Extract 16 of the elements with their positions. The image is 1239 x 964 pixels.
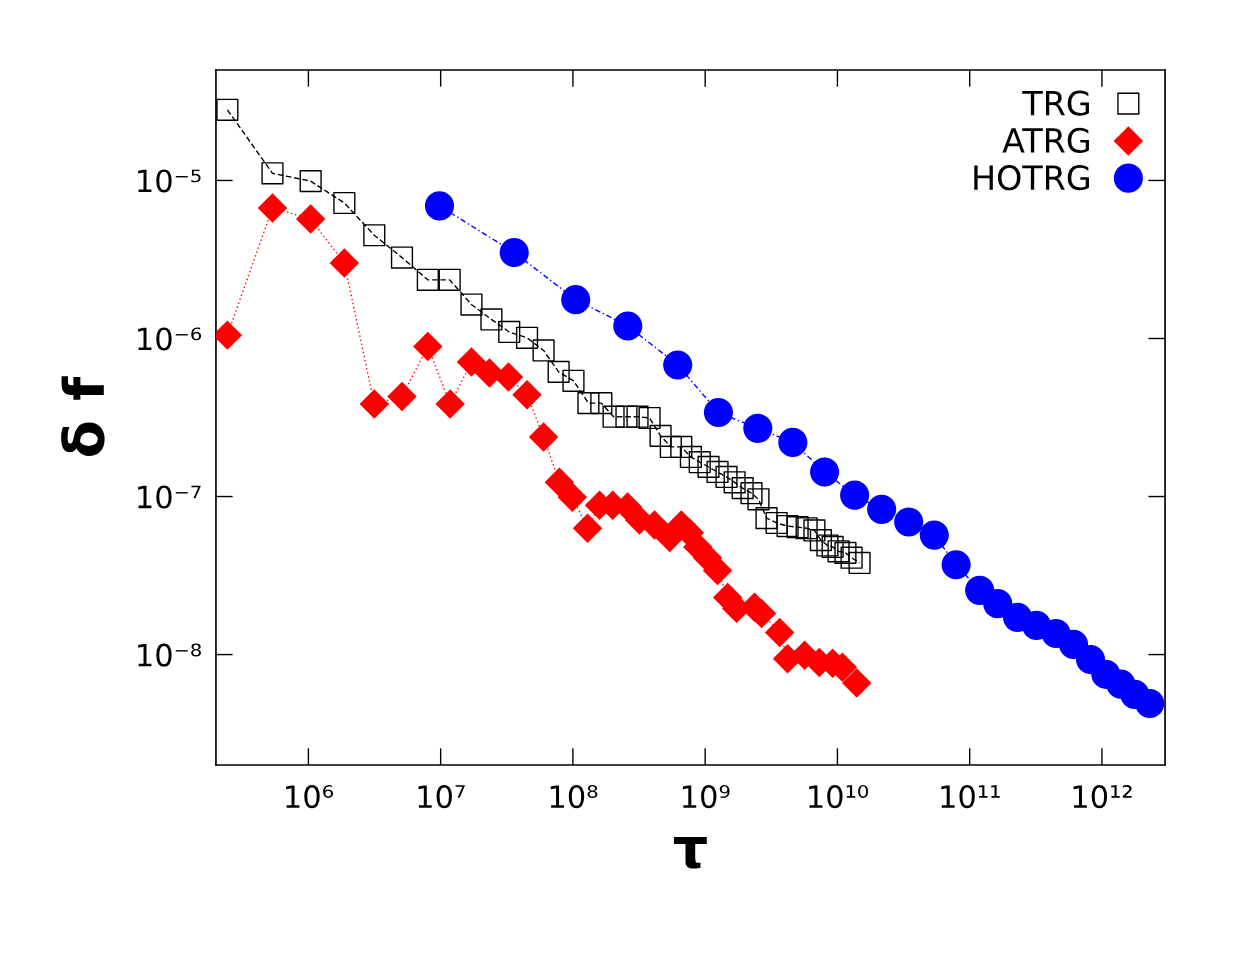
- x-tick-label: 10¹¹: [941, 785, 1000, 809]
- y-tick-label: 10⁻⁵: [138, 169, 201, 193]
- y-tick-label: 10⁻⁶: [138, 327, 202, 351]
- x-tick-label: 10⁶: [286, 785, 333, 809]
- legend-label: TRG: [1022, 90, 1089, 116]
- x-axis-title: τ: [673, 836, 707, 869]
- legend-label: ATRG: [1002, 127, 1089, 154]
- legend-label: HOTRG: [974, 165, 1089, 191]
- x-tick-label: 10⁹: [682, 785, 730, 809]
- y-tick-label: 10⁻⁷: [138, 485, 201, 509]
- y-tick-label: 10⁻⁸: [138, 643, 201, 667]
- x-tick-label: 10¹⁰: [809, 785, 869, 809]
- x-tick-label: 10⁷: [418, 785, 465, 809]
- x-tick-label: 10⁸: [550, 785, 598, 809]
- x-tick-label: 10¹²: [1073, 785, 1132, 809]
- y-axis-title: δ f: [61, 376, 105, 456]
